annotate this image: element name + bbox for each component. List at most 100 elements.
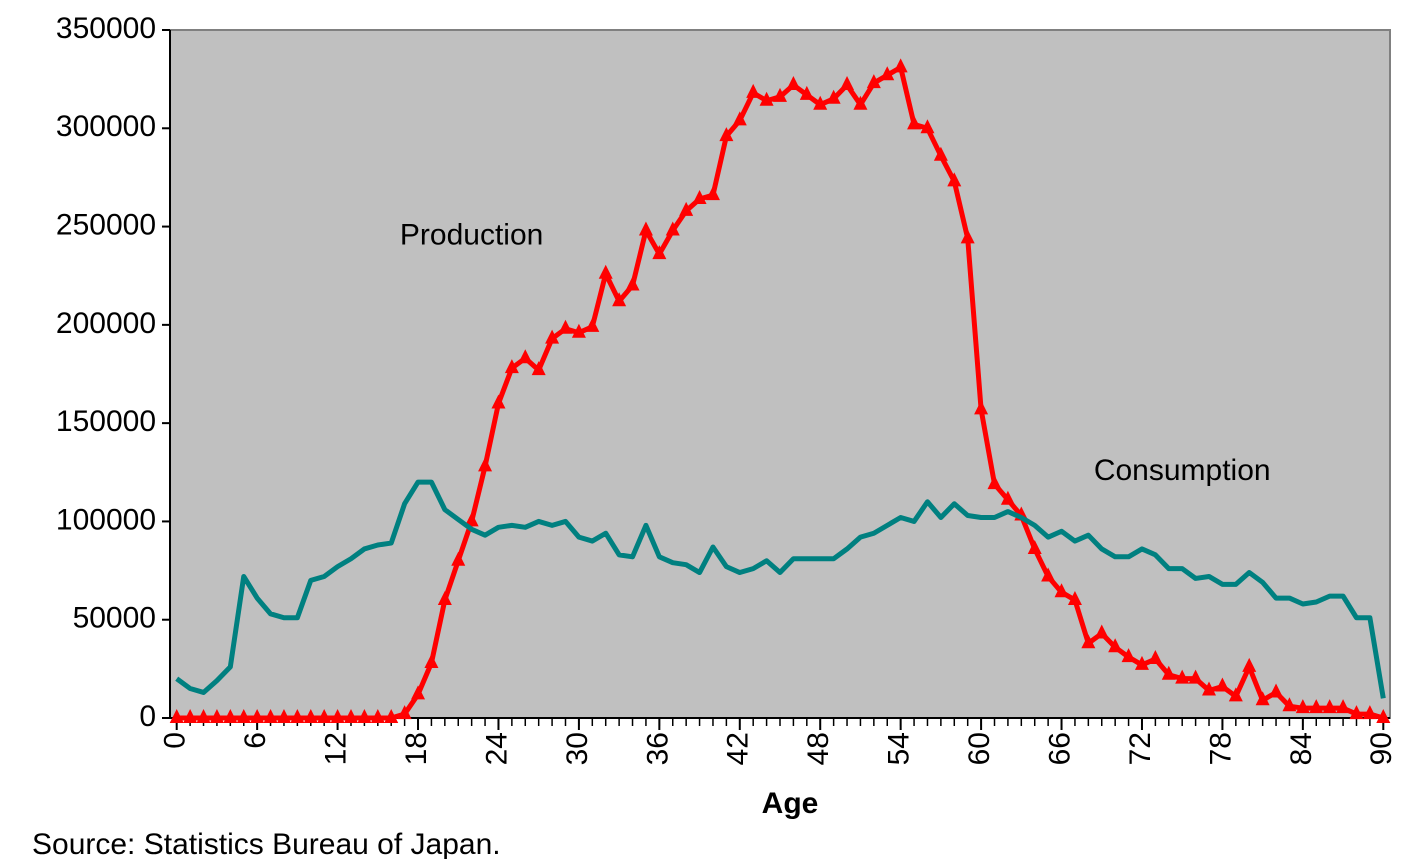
triangle-marker [545,329,560,344]
triangle-marker [1349,705,1364,720]
triangle-marker [974,400,989,415]
triangle-marker [290,709,305,723]
triangle-marker [1376,709,1391,723]
triangle-marker [370,709,385,723]
triangle-marker [451,551,466,566]
triangle-marker [1282,697,1297,712]
triangle-marker [209,709,224,723]
triangle-marker [330,709,345,723]
triangle-marker [880,66,895,81]
triangle-marker [558,319,573,334]
triangle-marker [1228,687,1243,702]
triangle-marker [692,190,707,205]
triangle-marker [478,457,493,472]
annotation: Consumption [1094,454,1271,487]
triangle-marker [250,709,265,723]
triangle-marker [263,709,278,723]
triangle-marker [1202,681,1217,696]
triangle-marker [746,83,761,98]
triangle-marker [276,709,291,723]
series-line [175,479,1386,699]
x-tick-label: 60 [963,732,996,765]
triangle-marker [1161,665,1176,680]
triangle-marker [1121,648,1136,663]
triangle-marker [1148,650,1163,665]
triangle-marker [826,89,841,104]
triangle-marker [1000,490,1015,505]
x-tick-label: 18 [400,732,433,765]
triangle-marker [813,95,828,110]
y-tick-label: 350000 [56,12,156,45]
triangle-marker [343,709,358,723]
x-tick-label: 42 [722,732,755,765]
triangle-marker [1054,583,1069,598]
x-tick-label: 0 [159,732,192,749]
triangle-marker [1322,699,1337,714]
triangle-marker [598,264,613,279]
triangle-marker [907,115,922,130]
triangle-marker [223,709,238,723]
y-tick-label: 0 [139,700,156,733]
triangle-marker [1094,624,1109,639]
y-tick-label: 100000 [56,503,156,536]
triangle-marker [679,201,694,216]
triangle-marker [1081,634,1096,649]
triangle-marker [1134,655,1149,670]
x-tick-label: 66 [1043,732,1076,765]
triangle-marker [773,87,787,102]
triangle-marker [464,512,479,527]
triangle-marker [1215,677,1230,692]
x-tick-label: 48 [802,732,835,765]
triangle-marker [1255,691,1270,706]
triangle-marker [665,221,680,236]
triangle-marker [317,709,332,723]
triangle-marker [1067,591,1082,606]
y-tick-label: 150000 [56,405,156,438]
source-note: Source: Statistics Bureau of Japan. [32,828,501,859]
triangle-marker [933,146,948,161]
triangle-marker [1295,699,1310,714]
x-tick-label: 36 [641,732,674,765]
triangle-marker [705,186,720,201]
triangle-marker [920,119,935,134]
triangle-marker [357,709,372,723]
annotation: Production [400,218,543,251]
triangle-marker [531,361,546,376]
x-tick-label: 72 [1124,732,1157,765]
triangle-marker [799,85,814,100]
triangle-marker [840,76,855,91]
triangle-marker [719,127,734,142]
x-tick-label: 24 [480,732,513,765]
triangle-marker [853,95,868,110]
triangle-marker [518,349,533,364]
triangle-marker [504,359,519,374]
triangle-marker [1027,539,1042,554]
triangle-marker [1188,669,1203,684]
x-tick-label: 84 [1285,732,1318,765]
triangle-marker [571,323,586,338]
triangle-marker [1309,699,1324,714]
triangle-marker [893,58,908,73]
x-tick-label: 78 [1204,732,1237,765]
triangle-marker [303,709,318,723]
triangle-marker [411,685,426,700]
triangle-marker [759,91,774,106]
y-tick-label: 250000 [56,208,156,241]
triangle-marker [196,709,211,723]
triangle-marker [947,172,962,187]
triangle-marker [625,276,640,291]
triangle-marker [1041,567,1056,582]
x-tick-label: 54 [883,732,916,765]
triangle-marker [397,705,412,720]
triangle-marker [732,111,747,126]
triangle-marker [1242,657,1257,672]
triangle-marker [987,475,1002,490]
y-tick-label: 300000 [56,110,156,143]
triangle-marker [236,709,251,723]
triangle-marker [437,591,452,606]
plot-area [169,29,1391,719]
x-tick-label: 6 [239,732,272,749]
y-tick-label: 200000 [56,307,156,340]
